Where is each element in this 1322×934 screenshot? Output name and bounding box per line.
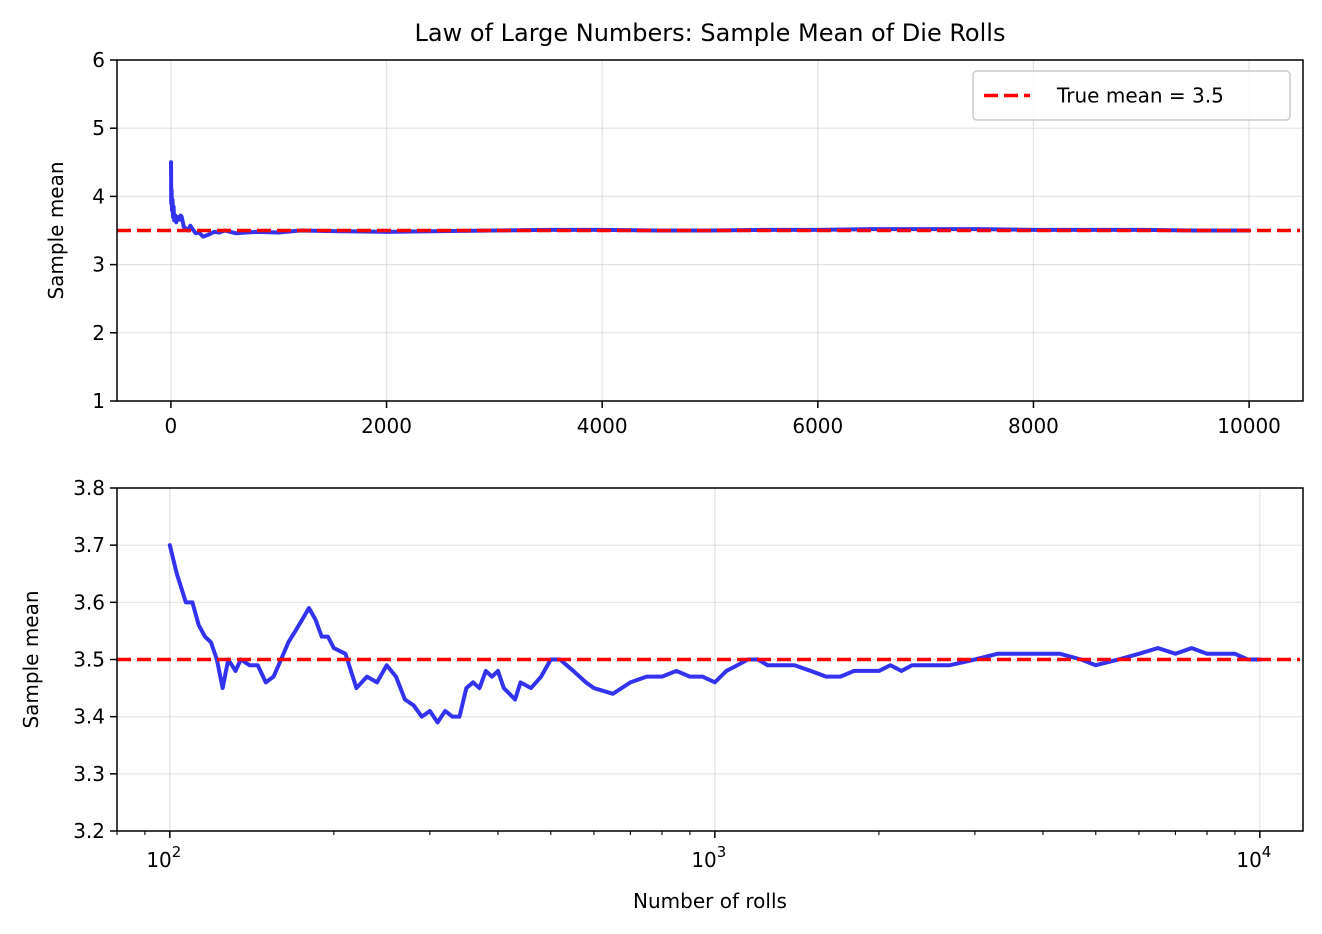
y-tick-label: 4 xyxy=(92,184,105,208)
y-tick-label: 3.7 xyxy=(73,533,105,557)
y-tick-label: 3.2 xyxy=(73,819,105,843)
y-tick-label: 6 xyxy=(92,48,105,72)
x-tick-label: 2000 xyxy=(361,414,412,438)
top-ticks: 1 2 3 4 5 6 0 2000 4000 6000 8000 10000 xyxy=(92,48,1281,438)
y-tick-label: 3.4 xyxy=(73,705,105,729)
legend: True mean = 3.5 xyxy=(972,70,1291,121)
x-tick-label: 0 xyxy=(165,414,178,438)
y-tick-label: 3.6 xyxy=(73,590,105,614)
bottom-series xyxy=(167,543,1262,725)
x-tick-label: 10000 xyxy=(1217,414,1281,438)
legend-box xyxy=(972,70,1291,121)
y-tick-label: 3 xyxy=(92,253,105,277)
x-tick-label: 102 xyxy=(146,843,181,872)
x-tick-label: 103 xyxy=(691,843,726,872)
chart-title: Law of Large Numbers: Sample Mean of Die… xyxy=(415,19,1006,47)
bottom-y-axis-label: Sample mean xyxy=(19,590,43,728)
top-panel: 1 2 3 4 5 6 0 2000 4000 6000 8000 10000 Sample mean… xyxy=(44,48,1304,438)
series-line xyxy=(167,543,1262,725)
top-y-axis-label: Sample mean xyxy=(44,161,68,299)
y-tick-label: 1 xyxy=(92,389,105,413)
x-tick-label: 8000 xyxy=(1008,414,1059,438)
bottom-panel: 3.2 3.3 3.4 3.5 3.6 3.7 3.8 102 103 104 Sample me… xyxy=(19,476,1304,913)
bottom-x-axis-label: Number of rolls xyxy=(633,889,787,913)
series-line xyxy=(169,160,1252,239)
legend-entry-true-mean: True mean = 3.5 xyxy=(1056,84,1224,108)
top-plot-frame xyxy=(116,59,1304,402)
x-tick-label: 4000 xyxy=(577,414,628,438)
y-tick-label: 3.5 xyxy=(73,648,105,672)
top-series xyxy=(169,160,1252,239)
y-tick-label: 3.3 xyxy=(73,762,105,786)
y-tick-label: 2 xyxy=(92,321,105,345)
x-tick-label: 6000 xyxy=(792,414,843,438)
bottom-ticks: 3.2 3.3 3.4 3.5 3.6 3.7 3.8 102 103 104 xyxy=(73,476,1271,872)
y-tick-label: 3.8 xyxy=(73,476,105,500)
y-tick-label: 5 xyxy=(92,116,105,140)
x-tick-label: 104 xyxy=(1236,843,1271,872)
